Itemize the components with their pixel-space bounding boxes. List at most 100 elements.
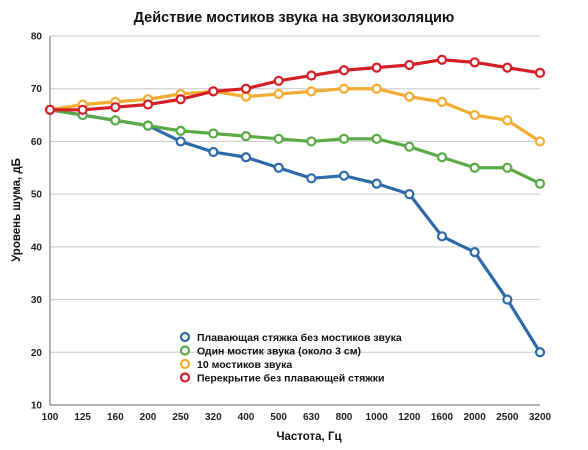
x-tick-label: 3200 bbox=[529, 412, 552, 423]
data-point bbox=[175, 94, 186, 105]
y-axis-label: Уровень шума, дБ bbox=[11, 158, 23, 262]
x-tick-label: 125 bbox=[74, 412, 91, 423]
data-point bbox=[404, 189, 415, 200]
data-point bbox=[240, 91, 252, 102]
x-tick-label: 1000 bbox=[366, 412, 389, 423]
data-point bbox=[175, 136, 186, 147]
x-tick-label: 160 bbox=[107, 412, 124, 423]
series-line bbox=[48, 87, 542, 144]
x-tick-label: 1600 bbox=[431, 412, 454, 423]
data-point bbox=[534, 347, 546, 358]
data-point bbox=[469, 247, 480, 258]
data-point bbox=[240, 152, 252, 163]
data-point bbox=[436, 54, 448, 65]
x-tick-label: 1200 bbox=[398, 412, 421, 423]
data-point bbox=[142, 120, 154, 131]
x-tick-label: 400 bbox=[238, 412, 255, 423]
data-point bbox=[338, 133, 350, 144]
data-point bbox=[371, 178, 382, 189]
legend-label: Один мостик звука (около 3 см) bbox=[197, 345, 361, 357]
data-point bbox=[273, 88, 284, 100]
legend-label: Перекрытие без плавающей стяжки bbox=[197, 372, 384, 384]
data-point bbox=[273, 75, 284, 86]
data-point bbox=[306, 136, 317, 147]
data-point bbox=[534, 178, 546, 189]
data-point bbox=[436, 96, 448, 107]
data-point bbox=[175, 125, 186, 136]
data-point bbox=[240, 131, 252, 142]
data-point bbox=[436, 152, 448, 163]
x-axis-label: Частота, Гц bbox=[276, 431, 341, 443]
data-point bbox=[208, 128, 219, 139]
y-tick-label: 70 bbox=[31, 84, 43, 95]
series-2 bbox=[44, 83, 546, 147]
data-point bbox=[338, 83, 350, 94]
y-tick-label: 10 bbox=[31, 401, 43, 412]
data-point bbox=[502, 115, 513, 126]
data-point bbox=[371, 83, 382, 94]
y-tick-label: 30 bbox=[31, 295, 43, 306]
data-point bbox=[404, 91, 415, 102]
y-tick-label: 20 bbox=[31, 348, 43, 359]
x-tick-label: 2500 bbox=[496, 412, 519, 423]
data-point bbox=[110, 115, 121, 126]
data-point bbox=[338, 170, 350, 181]
data-point bbox=[306, 70, 317, 81]
chart-title: Действие мостиков звука на звукоизоляцию bbox=[134, 10, 455, 26]
data-point bbox=[502, 62, 513, 73]
legend-label: Плавающая стяжка без мостиков звука bbox=[197, 332, 402, 344]
x-tick-label: 630 bbox=[303, 412, 320, 423]
legend-marker bbox=[179, 331, 191, 343]
data-point bbox=[534, 67, 546, 79]
y-tick-label: 50 bbox=[31, 190, 43, 201]
data-point bbox=[404, 59, 415, 71]
data-point bbox=[404, 141, 415, 152]
series-line bbox=[48, 108, 542, 354]
legend-marker bbox=[179, 358, 191, 370]
data-point bbox=[306, 173, 317, 184]
series-0 bbox=[44, 104, 546, 358]
y-tick-label: 40 bbox=[31, 242, 43, 253]
series-3 bbox=[44, 54, 546, 115]
data-point bbox=[44, 104, 56, 115]
series-line bbox=[48, 58, 542, 112]
legend: Плавающая стяжка без мостиков звукаОдин … bbox=[179, 331, 402, 384]
x-tick-label: 800 bbox=[336, 412, 353, 423]
data-point bbox=[469, 57, 480, 68]
data-point bbox=[142, 99, 154, 110]
data-point bbox=[502, 162, 513, 173]
data-point bbox=[110, 102, 121, 113]
x-tick-label: 2000 bbox=[464, 412, 487, 423]
data-point bbox=[534, 136, 546, 147]
series-line bbox=[48, 108, 542, 186]
legend-marker bbox=[179, 345, 191, 356]
legend-label: 10 мостиков звука bbox=[197, 359, 292, 371]
data-point bbox=[273, 162, 284, 173]
data-point bbox=[469, 109, 480, 121]
data-point bbox=[273, 133, 284, 144]
data-point bbox=[208, 146, 219, 158]
y-tick-label: 80 bbox=[31, 32, 43, 43]
x-tick-label: 250 bbox=[172, 412, 189, 423]
y-axis-ticks: 10 20 30 40 50 60 70 80 bbox=[31, 32, 43, 412]
data-point bbox=[338, 65, 350, 76]
data-point bbox=[371, 62, 382, 73]
data-point bbox=[469, 162, 480, 173]
x-axis-ticks: 100 125 160 200 250 320 400 500 630 800 1000 1200 16… bbox=[42, 412, 552, 423]
legend-marker bbox=[179, 372, 191, 383]
y-tick-label: 60 bbox=[31, 137, 43, 148]
x-tick-label: 200 bbox=[140, 412, 157, 423]
x-tick-label: 500 bbox=[270, 412, 287, 423]
data-point bbox=[208, 86, 219, 97]
data-point bbox=[436, 231, 448, 242]
data-point bbox=[306, 86, 317, 97]
data-point bbox=[77, 104, 88, 115]
data-point bbox=[502, 294, 513, 305]
series-1 bbox=[44, 104, 546, 189]
x-tick-label: 100 bbox=[42, 412, 59, 423]
data-point bbox=[240, 83, 252, 94]
data-point bbox=[371, 133, 382, 144]
series-lines bbox=[44, 54, 546, 358]
